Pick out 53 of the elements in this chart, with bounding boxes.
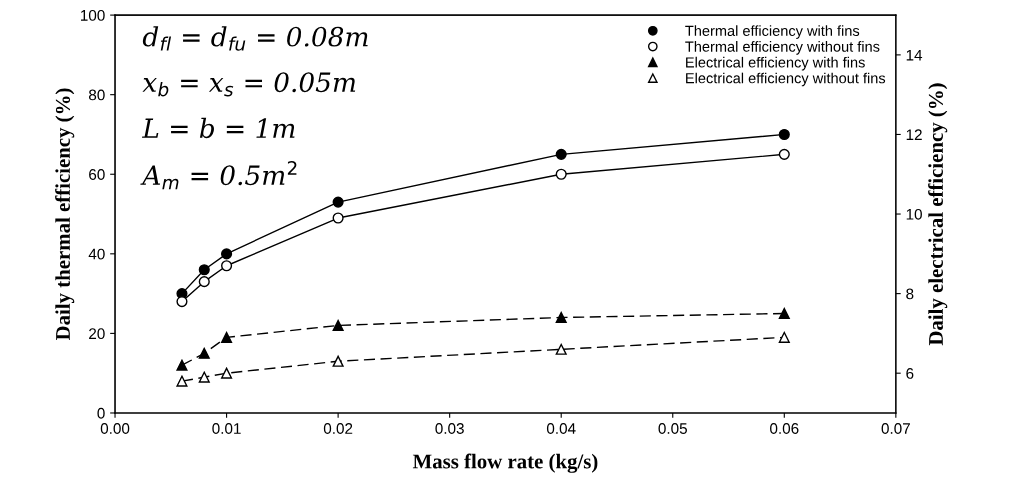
y-tick-label: 100 [80, 9, 105, 21]
point [778, 128, 790, 141]
point [332, 212, 344, 224]
point [332, 355, 344, 367]
point [555, 311, 567, 324]
point [176, 375, 188, 387]
annotation: A$_{m}$ = 0.5m$^{2}$ [140, 160, 297, 190]
point [198, 347, 210, 359]
point [221, 260, 233, 272]
y2-tick-label: 14 [906, 49, 923, 61]
point [555, 148, 567, 160]
x-tick-label: 0.05 [658, 423, 687, 434]
point [332, 319, 344, 331]
legend-label: Electrical efficiency with fins [686, 56, 865, 71]
point [555, 168, 567, 180]
point [221, 331, 233, 343]
point [221, 367, 233, 379]
x-tick-label: 0.06 [770, 423, 799, 434]
annotation: x$_{b}$ = x$_{s}$ = 0.05m [142, 72, 356, 97]
y-tick-label: 0 [97, 407, 105, 419]
legend-label: Thermal efficiency with fins [685, 25, 860, 39]
y-axis-title: Daily thermal efficiency (%) [55, 88, 75, 341]
point [176, 359, 188, 371]
annotation: L = b = 1m [141, 117, 295, 139]
point [778, 307, 790, 320]
y2-axis-title: Daily electrical efficiency (%) [928, 83, 948, 346]
point [198, 264, 210, 276]
point [198, 276, 210, 288]
y-tick-label: 20 [89, 328, 105, 340]
x-tick-label: 0.07 [881, 423, 910, 434]
annotation: d$_{fl}$ = d$_{fu}$ = 0.08m [142, 26, 368, 51]
legend-label: Electrical efficiency without fins [686, 72, 886, 87]
legend-label: Thermal efficiency without fins [685, 41, 880, 55]
x-tick-label: 0.01 [212, 423, 241, 434]
point [778, 331, 790, 343]
point [555, 343, 567, 355]
point [176, 296, 188, 308]
y2-tick-label: 12 [906, 129, 922, 140]
y-tick-label: 60 [89, 169, 105, 180]
y-tick-label: 80 [88, 89, 105, 101]
point [778, 148, 790, 160]
x-tick-label: 0.04 [546, 423, 576, 434]
x-tick-label: 0.03 [435, 423, 464, 434]
y2-tick-label: 10 [906, 208, 922, 220]
y2-tick-label: 6 [906, 368, 914, 379]
y-tick-label: 40 [88, 248, 105, 260]
x-tick-label: 0.02 [323, 423, 353, 434]
point [198, 371, 210, 383]
y2-tick-label: 8 [906, 288, 914, 300]
point [221, 248, 233, 260]
x-axis-title: Mass flow rate (kg/s) [412, 453, 598, 473]
point [332, 196, 344, 208]
x-tick-label: 0.00 [100, 423, 130, 434]
